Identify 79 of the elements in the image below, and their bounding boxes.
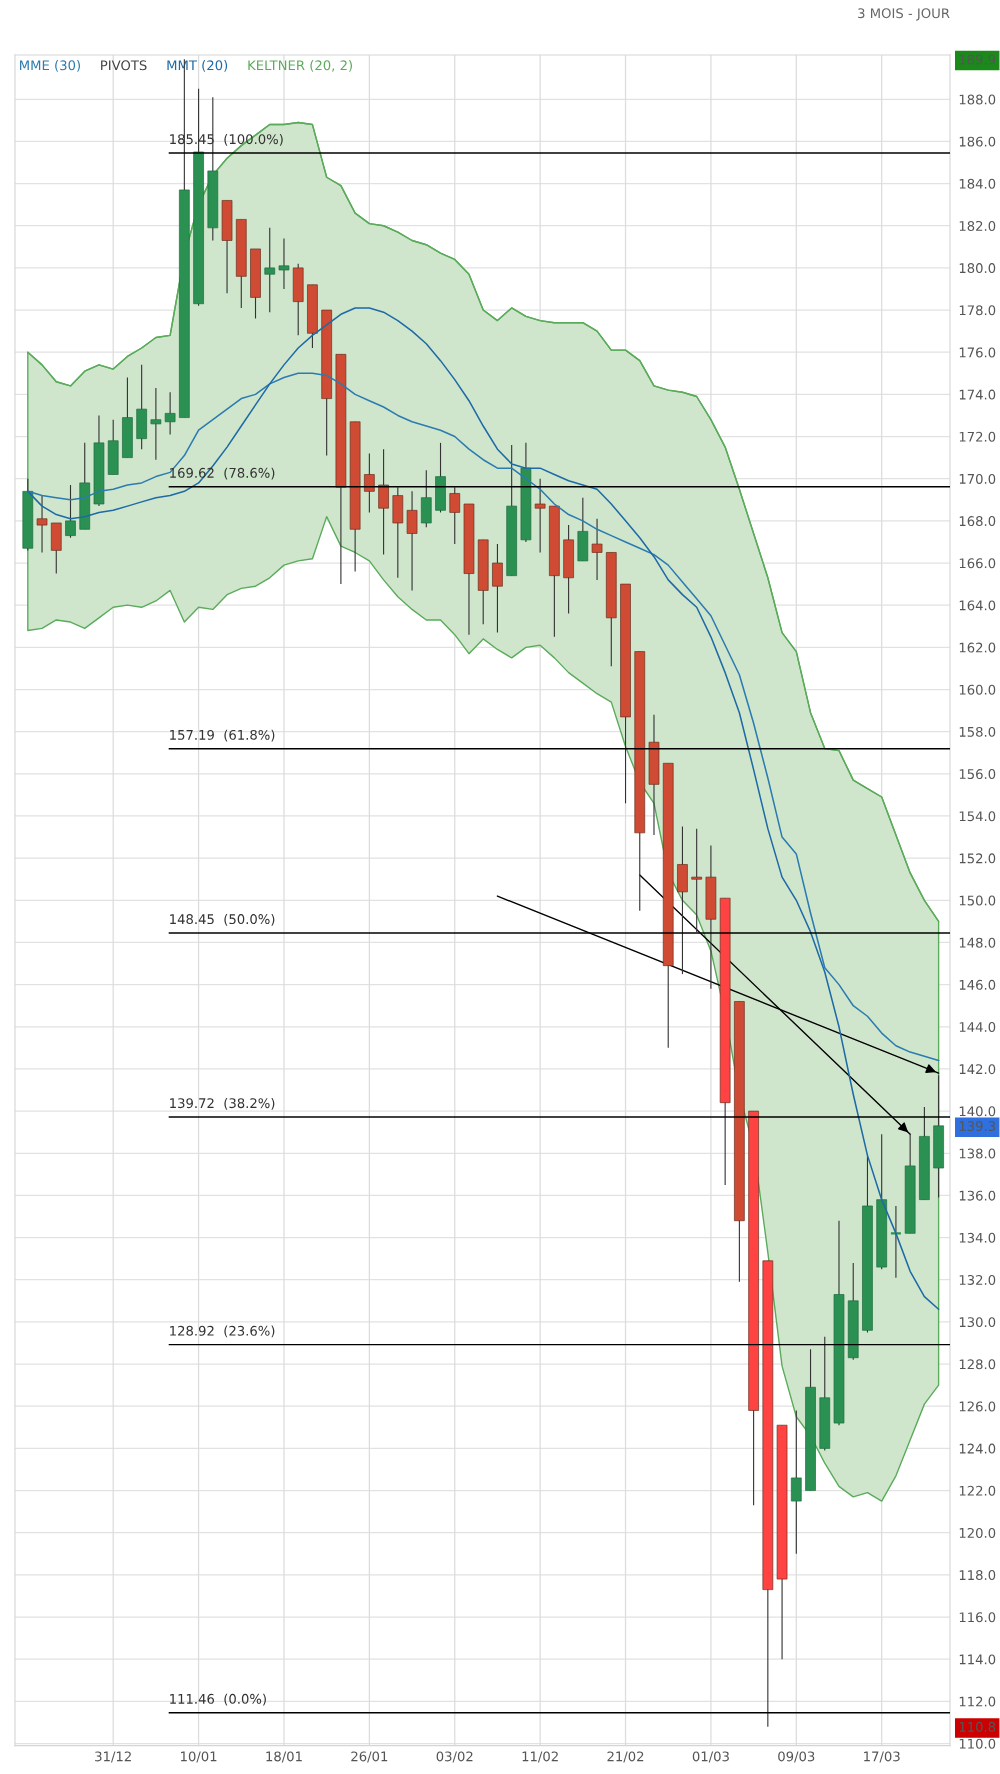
- candlestick: [691, 828, 703, 933]
- x-tick-label: 26/01: [351, 1751, 388, 1763]
- annotation: PIVOTS: [101, 60, 147, 71]
- y-tick-label: 134.0: [959, 1232, 996, 1243]
- y-tick-label: 112.0: [959, 1696, 996, 1707]
- x-tick-label: 10/01: [181, 1751, 217, 1763]
- y-tick-label: 168.0: [959, 516, 996, 527]
- x-tick-label: 11/02: [522, 1751, 558, 1763]
- y-tick-label: 110.0: [959, 1738, 996, 1749]
- x-tick-label: 21/02: [607, 1751, 644, 1763]
- y-tick-label: 150.0: [959, 895, 996, 906]
- x-tick-label: 17/03: [864, 1751, 900, 1763]
- y-tick-label: 178.0: [959, 305, 996, 316]
- x-tick-label: 09/03: [778, 1751, 815, 1763]
- y-tick-label: 122.0: [959, 1485, 996, 1496]
- x-tick-label: 31/12: [95, 1751, 131, 1763]
- line-series: [27, 372, 940, 1062]
- candlestick: [150, 387, 162, 461]
- y-tick-label: 128.0: [959, 1359, 996, 1370]
- y-tick-label: 158.0: [959, 726, 996, 737]
- x-tick-label: 18/01: [266, 1751, 302, 1763]
- y-tick-label: 182.0: [959, 220, 996, 231]
- y-tick-label: 189.9: [959, 54, 996, 65]
- line-series: [27, 307, 940, 1311]
- candlestick: [492, 543, 503, 634]
- candlestick: [278, 237, 290, 290]
- y-tick-label: 144.0: [959, 1022, 996, 1032]
- y-tick-label: 188.0: [959, 94, 996, 105]
- candlestick: [790, 1409, 802, 1555]
- y-tick-label: 124.0: [959, 1443, 996, 1454]
- y-tick-label: 154.0: [959, 811, 996, 822]
- candlestick: [264, 227, 276, 313]
- x-tick-label: 01/03: [692, 1751, 729, 1763]
- y-tick-label: 130.0: [959, 1317, 996, 1328]
- y-tick-label: 138.0: [959, 1148, 996, 1159]
- candlestick: [534, 478, 546, 554]
- y-tick-label: 132.0: [959, 1274, 996, 1285]
- y-tick-label: 174.0: [959, 389, 996, 400]
- y-tick-label: 114.0: [959, 1654, 996, 1665]
- y-tick-label: 156.0: [959, 769, 996, 780]
- y-tick-label: 148.0: [959, 937, 996, 948]
- y-tick-label: 170.0: [959, 473, 996, 484]
- y-tick-label: 152.0: [959, 853, 996, 864]
- chart-subtitle: 3 MOIS - JOUR: [858, 8, 950, 21]
- y-tick-label: 184.0: [959, 178, 996, 189]
- text: KELTNER (20, 2): [248, 60, 352, 72]
- ref-line-label: 128.92 (23.6%): [170, 1325, 275, 1338]
- candlestick: [36, 495, 48, 554]
- text: MME (30): [20, 60, 80, 72]
- y-tick-label: 172.0: [959, 431, 996, 442]
- y-tick-label: 140.0: [959, 1106, 996, 1117]
- ref-line-label: 148.45 (50.0%): [170, 913, 275, 926]
- y-tick-label: 160.0: [959, 684, 996, 695]
- y-tick-label: 120.0: [959, 1527, 996, 1538]
- candlestick: [449, 486, 461, 545]
- ref-line-label: 111.46 (0.0%): [170, 1693, 266, 1706]
- y-tick-label: 146.0: [959, 979, 996, 990]
- candlestick: [364, 452, 375, 513]
- candlestick: [164, 391, 176, 435]
- candlestick: [591, 518, 603, 581]
- y-tick-label: 180.0: [959, 263, 996, 274]
- y-tick-label: 139.3: [959, 1121, 996, 1132]
- y-tick-label: 164.0: [959, 600, 996, 611]
- ref-line-label: 157.19 (61.8%): [170, 729, 275, 742]
- y-tick-label: 116.0: [959, 1612, 996, 1623]
- y-tick-label: 136.0: [959, 1190, 996, 1201]
- candlestick: [65, 484, 76, 539]
- y-tick-label: 110.8: [959, 1721, 996, 1732]
- candlestick: [378, 448, 389, 556]
- y-tick-label: 162.0: [959, 642, 996, 653]
- y-tick-label: 142.0: [959, 1064, 996, 1075]
- y-tick-label: 126.0: [959, 1401, 996, 1412]
- ref-line-label: 139.72 (38.2%): [170, 1097, 275, 1110]
- y-tick-label: 186.0: [959, 136, 996, 147]
- x-tick-label: 03/02: [436, 1751, 473, 1763]
- candlestick: [406, 490, 418, 591]
- y-tick-label: 176.0: [959, 347, 996, 358]
- y-tick-label: 166.0: [959, 558, 996, 569]
- y-tick-label: 118.0: [959, 1570, 996, 1581]
